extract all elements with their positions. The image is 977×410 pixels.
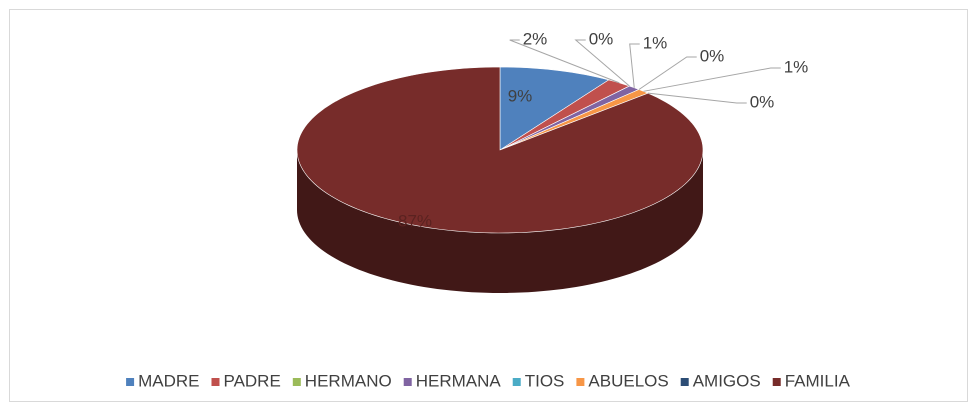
legend-label: FAMILIA [785, 371, 851, 390]
data-label: 2% [523, 29, 548, 48]
leader-line [509, 39, 620, 84]
legend-swatch [576, 378, 585, 386]
slice-side [297, 150, 703, 293]
legend-swatch [126, 378, 135, 386]
data-label: 1% [643, 33, 668, 52]
leader-line [643, 67, 781, 92]
legend-swatch [512, 378, 521, 386]
legend-label: AMIGOS [693, 371, 761, 390]
legend-swatch [680, 378, 689, 386]
data-label: 0% [589, 29, 614, 48]
legend-label: MADRE [138, 371, 199, 390]
legend-swatch [403, 378, 412, 386]
slice [499, 66, 610, 151]
legend-swatch [292, 378, 301, 386]
leader-line [574, 39, 630, 87]
legend-label: HERMANA [416, 371, 502, 390]
legend-label: HERMANO [305, 371, 392, 390]
legend: MADRE PADRE HERMANO HERMANA TIOS ABUELOS AMIGO… [126, 371, 851, 390]
legend-label: PADRE [223, 371, 280, 390]
legend-label: ABUELOS [588, 371, 668, 390]
data-label: 0% [700, 46, 725, 65]
data-label: 1% [784, 57, 809, 76]
slice [296, 66, 704, 234]
leader-line [629, 43, 640, 88]
leader-line [647, 92, 747, 104]
data-label: 9% [508, 86, 533, 105]
legend-swatch [772, 378, 781, 386]
legend-label: TIOS [525, 371, 565, 390]
data-label: 0% [750, 92, 775, 111]
legend-swatch [211, 378, 220, 386]
data-label: 87% [398, 211, 432, 230]
leader-line [638, 56, 697, 90]
